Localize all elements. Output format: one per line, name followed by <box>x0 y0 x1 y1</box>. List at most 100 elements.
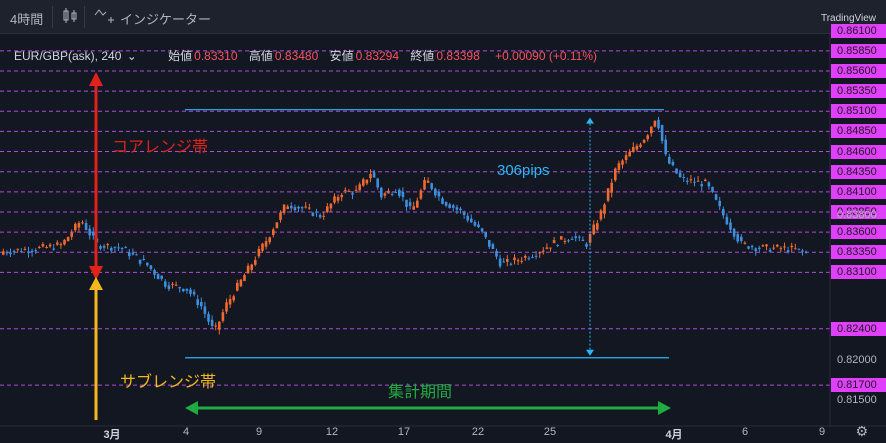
price-tick-label: 0.83800 <box>837 209 877 221</box>
candle-body <box>34 250 37 252</box>
price-level-tag: 0.83100 <box>831 265 886 280</box>
candle-body <box>405 199 408 207</box>
indicator-icon[interactable] <box>94 7 114 28</box>
candle-body <box>462 211 466 216</box>
candle-body <box>142 259 145 261</box>
candle-body <box>448 204 451 209</box>
candle-body <box>502 261 505 263</box>
candle-body <box>286 206 289 210</box>
candle-body <box>351 193 354 195</box>
candle-body <box>686 180 689 182</box>
candle-body <box>153 270 156 275</box>
time-tick-label: 6 <box>741 426 749 438</box>
candle-body <box>329 203 333 209</box>
candle-body <box>376 178 379 188</box>
price-level-tag: 0.83600 <box>831 225 886 240</box>
open-label: 始値 <box>168 49 193 63</box>
candle-body <box>128 252 131 257</box>
time-tick-label: 4月 <box>665 429 683 441</box>
gear-icon[interactable]: ⚙ <box>855 423 868 439</box>
candle-body <box>106 244 109 246</box>
pips-arrow-down <box>586 349 594 356</box>
candle-body <box>113 246 117 248</box>
price-level-tag: 0.85850 <box>831 43 886 58</box>
candle-body <box>783 246 786 248</box>
chevron-down-icon[interactable]: ⌄ <box>126 49 137 63</box>
candle-body <box>401 191 405 198</box>
candle-body <box>527 258 531 260</box>
price-chart[interactable] <box>0 34 886 443</box>
candle-body <box>495 250 498 257</box>
toolbar-divider <box>84 6 85 28</box>
candle-body <box>711 186 714 193</box>
candle-body <box>131 252 135 255</box>
candle-body <box>797 248 801 250</box>
symbol-label[interactable]: EUR/GBP(ask), 240 <box>14 49 122 63</box>
candle-body <box>804 251 808 253</box>
candle-body <box>221 312 225 321</box>
candle-body <box>2 251 5 255</box>
candle-body <box>786 250 790 253</box>
candle-body <box>660 125 664 141</box>
candle-body <box>509 263 513 265</box>
candle-body <box>599 210 603 220</box>
candle-body <box>560 236 563 240</box>
candle-body <box>758 247 761 249</box>
price-level-tag: 0.84600 <box>831 144 886 159</box>
candle-body <box>567 240 570 242</box>
candle-body <box>250 264 253 270</box>
interval-button[interactable]: 4時間 <box>10 12 44 27</box>
candle-body <box>570 238 574 240</box>
candle-body <box>592 224 595 235</box>
candle-body <box>243 275 246 281</box>
candle-body <box>304 206 307 208</box>
candle-body <box>704 179 707 182</box>
candle-body <box>322 215 325 217</box>
time-tick-label: 25 <box>543 426 557 438</box>
candle-body <box>477 224 480 228</box>
candle-body <box>272 229 275 236</box>
candle-body <box>77 223 81 228</box>
candle-body <box>534 255 538 257</box>
candle-body <box>588 233 592 243</box>
candle-body <box>455 207 459 210</box>
indicators-button[interactable]: インジケーター <box>120 12 212 27</box>
candle-body <box>696 180 700 182</box>
price-level-tag: 0.83350 <box>831 245 886 260</box>
candle-body <box>722 209 725 216</box>
candlestick-icon[interactable] <box>62 7 78 28</box>
candle-body <box>452 205 455 208</box>
candle-body <box>30 250 34 253</box>
candle-body <box>308 207 311 209</box>
period-arrow-head-left <box>185 401 198 415</box>
candle-body <box>682 176 685 178</box>
candle-body <box>297 206 300 209</box>
candle-body <box>552 240 556 244</box>
candle-body <box>23 249 27 251</box>
time-tick-label: 17 <box>397 426 411 438</box>
core-arrow-head-down <box>89 266 103 280</box>
candle-body <box>257 248 261 257</box>
candle-body <box>149 265 153 270</box>
candle-body <box>239 279 243 287</box>
candle-body <box>160 275 163 279</box>
candle-body <box>678 172 682 178</box>
candle-body <box>801 250 804 252</box>
close-label: 終値 <box>410 49 435 63</box>
candle-body <box>290 205 293 209</box>
candle-body <box>182 288 185 292</box>
candle-body <box>516 260 520 262</box>
price-level-tag: 0.84350 <box>831 164 886 179</box>
time-tick-label: 12 <box>325 426 339 438</box>
time-tick-label: 9 <box>818 426 826 438</box>
candle-body <box>124 247 127 249</box>
candle-body <box>444 202 448 206</box>
candle-body <box>466 215 469 221</box>
candle-body <box>441 198 444 204</box>
candle-body <box>12 251 16 253</box>
candle-body <box>347 190 351 192</box>
time-tick-label: 4 <box>182 426 190 438</box>
candle-body <box>218 321 221 330</box>
candle-body <box>426 180 430 183</box>
candle-body <box>419 190 423 199</box>
